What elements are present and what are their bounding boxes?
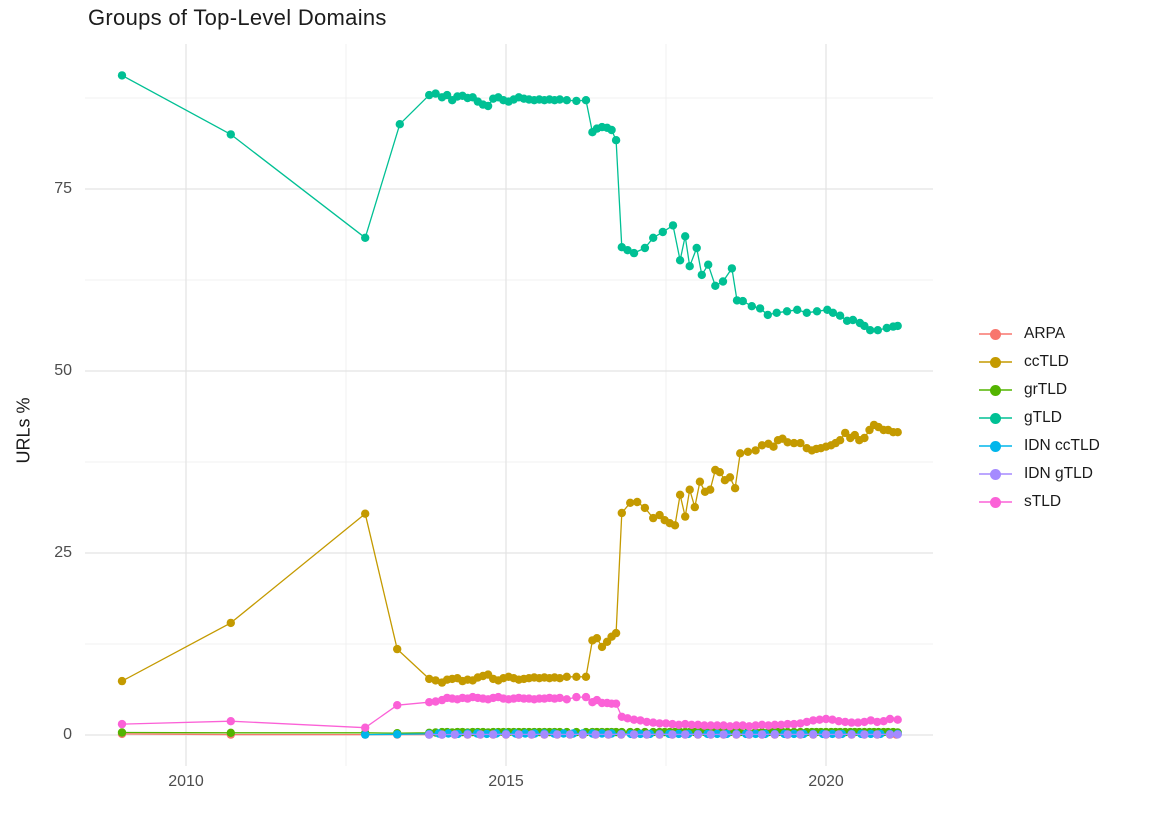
y-axis-title: URLs %: [13, 397, 34, 464]
legend-label: IDN gTLD: [1024, 465, 1093, 482]
y-tick-label: 50: [54, 362, 72, 379]
legend-item-gtld: gTLD: [979, 404, 1100, 432]
legend-label: sTLD: [1024, 493, 1062, 510]
legend-label: ccTLD: [1024, 353, 1069, 370]
legend-label: gTLD: [1024, 409, 1062, 426]
legend-key-icon: [979, 467, 1012, 482]
x-tick-label: 2010: [168, 773, 204, 790]
legend-item-stld: sTLD: [979, 488, 1100, 516]
legend-item-cctld: ccTLD: [979, 348, 1100, 376]
legend-key-icon: [979, 383, 1012, 398]
legend-item-arpa: ARPA: [979, 320, 1100, 348]
series-cctld: [117, 420, 902, 687]
legend: ARPA ccTLD grTLD gTLD IDN ccTLD IDN gTLD sTLD: [979, 320, 1100, 516]
chart-title: Groups of Top-Level Domains: [88, 5, 387, 30]
y-tick-label: 0: [63, 726, 72, 743]
gridlines-major: [85, 44, 933, 766]
series-gtld: [117, 71, 902, 335]
y-tick-label: 25: [54, 544, 72, 561]
legend-key-icon: [979, 495, 1012, 510]
legend-label: ARPA: [1024, 325, 1066, 342]
legend-key-icon: [979, 355, 1012, 370]
legend-key-icon: [979, 327, 1012, 342]
legend-item-grtld: grTLD: [979, 376, 1100, 404]
x-tick-label: 2015: [488, 773, 524, 790]
legend-label: grTLD: [1024, 381, 1068, 398]
x-tick-label: 2020: [808, 773, 844, 790]
legend-item-idn-gtld: IDN gTLD: [979, 460, 1100, 488]
legend-item-idn-cctld: IDN ccTLD: [979, 432, 1100, 460]
legend-key-icon: [979, 439, 1012, 454]
series-idn-gtld: [425, 730, 902, 739]
gridlines-minor: [85, 44, 933, 766]
y-tick-label: 75: [54, 180, 72, 197]
legend-label: IDN ccTLD: [1024, 437, 1100, 454]
legend-key-icon: [979, 411, 1012, 426]
series-stld: [117, 692, 902, 732]
